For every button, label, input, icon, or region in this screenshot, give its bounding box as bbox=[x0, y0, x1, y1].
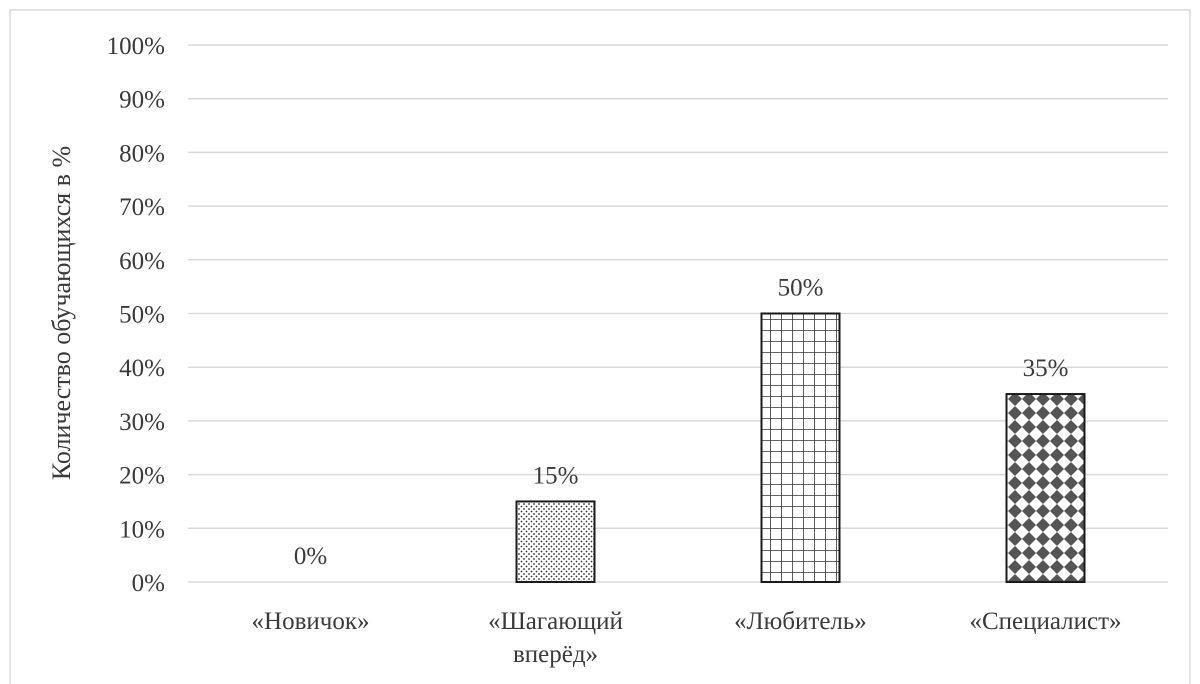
y-axis-ticks: 0% 10% 20% 30% 40% 50% 60% 70% 80% 90% 100% bbox=[107, 33, 165, 597]
bar bbox=[1005, 393, 1086, 583]
x-category-label: вперёд» bbox=[513, 641, 598, 668]
x-axis-labels: «Новичок» «Шагающий вперёд» «Любитель» «Спец… bbox=[252, 608, 1122, 668]
y-tick-label: 20% bbox=[119, 463, 165, 490]
y-tick-label: 70% bbox=[119, 194, 165, 221]
bars bbox=[515, 312, 1086, 584]
y-tick-label: 0% bbox=[132, 570, 165, 597]
data-label: 0% bbox=[294, 543, 327, 570]
data-label: 35% bbox=[1023, 355, 1069, 382]
y-axis-title: Количество обучающихся в % bbox=[47, 146, 76, 480]
data-label: 15% bbox=[533, 462, 579, 489]
x-category-label: «Шагающий bbox=[488, 608, 623, 635]
y-tick-label: 60% bbox=[119, 248, 165, 275]
y-tick-label: 90% bbox=[119, 87, 165, 114]
y-tick-label: 50% bbox=[119, 302, 165, 329]
y-tick-label: 30% bbox=[119, 409, 165, 436]
bar bbox=[515, 500, 596, 584]
chart-frame bbox=[9, 9, 1191, 684]
gridlines bbox=[188, 44, 1168, 583]
bar bbox=[760, 312, 841, 583]
x-category-label: «Любитель» bbox=[734, 608, 867, 635]
x-category-label: «Специалист» bbox=[969, 608, 1121, 635]
y-tick-label: 10% bbox=[119, 516, 165, 543]
y-tick-label: 100% bbox=[107, 33, 165, 60]
data-labels: 0% 15% 50% 35% bbox=[294, 275, 1069, 571]
y-tick-label: 80% bbox=[119, 140, 165, 167]
y-tick-label: 40% bbox=[119, 355, 165, 382]
x-category-label: «Новичок» bbox=[252, 608, 370, 635]
data-label: 50% bbox=[778, 275, 824, 302]
